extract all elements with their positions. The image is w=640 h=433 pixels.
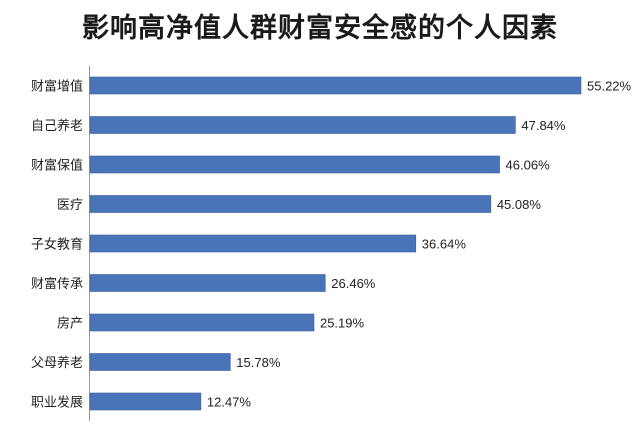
bar-5	[89, 274, 326, 292]
value-labels: 55.22% 47.84% 46.06% 45.08% 36.64% 26.46% 25.1…	[207, 79, 632, 410]
bar-3	[89, 195, 492, 213]
category-label-2: 财富保值	[31, 158, 83, 174]
bar-1	[89, 116, 516, 134]
bars-group	[89, 76, 582, 411]
category-label-5: 财富传承	[31, 276, 83, 292]
bar-7	[89, 353, 231, 371]
value-label-5: 26.46%	[331, 276, 376, 291]
category-label-3: 医疗	[57, 198, 83, 213]
value-label-0: 55.22%	[587, 79, 632, 94]
category-label-7: 父母养老	[31, 355, 83, 371]
chart-title: 影响高净值人群财富安全感的个人因素	[82, 13, 558, 44]
bar-6	[89, 313, 315, 332]
bar-4	[89, 234, 417, 253]
bar-2	[89, 155, 500, 174]
category-label-4: 子女教育	[31, 237, 83, 253]
value-label-8: 12.47%	[207, 395, 252, 410]
category-label-1: 自己养老	[31, 118, 83, 134]
category-label-6: 房产	[57, 316, 83, 332]
category-label-0: 财富增值	[31, 79, 83, 95]
value-label-4: 36.64%	[422, 237, 467, 252]
value-label-2: 46.06%	[506, 158, 551, 173]
value-label-3: 45.08%	[497, 197, 542, 212]
category-label-8: 职业发展	[31, 395, 83, 411]
value-label-7: 15.78%	[236, 355, 281, 370]
bar-0	[89, 76, 582, 95]
bar-8	[89, 392, 202, 411]
value-label-1: 47.84%	[521, 118, 566, 133]
value-label-6: 25.19%	[320, 316, 365, 331]
